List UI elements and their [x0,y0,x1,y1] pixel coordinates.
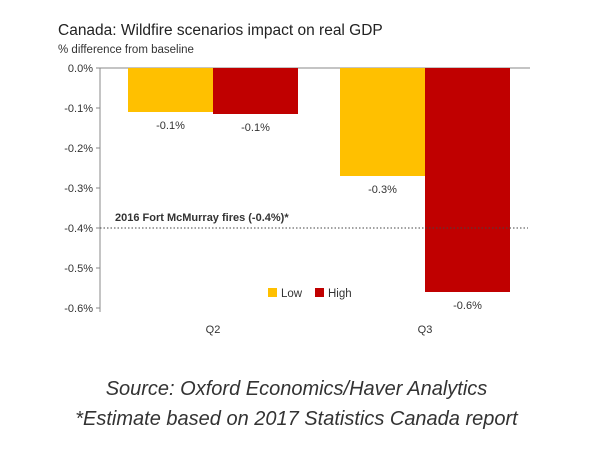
data-label-low-q3: -0.3% [368,184,397,196]
legend-swatch-high [315,288,324,297]
data-label-low-q2: -0.1% [156,120,185,132]
bar-low-q2 [128,68,213,112]
chart-title: Canada: Wildfire scenarios impact on rea… [58,22,383,39]
x-tick-label: Q2 [206,324,221,336]
y-tick-label: -0.5% [64,263,93,275]
bar-chart: 0.0% -0.1% -0.2% -0.3% -0.4% -0.5% -0.6% -0.1% -… [64,63,530,336]
reference-line-label: 2016 Fort McMurray fires (-0.4%)* [115,212,289,224]
footnote: *Estimate based on 2017 Statistics Canad… [75,408,518,430]
y-tick-label: -0.1% [64,103,93,115]
bar-high-q2 [213,68,298,114]
y-tick-label: -0.6% [64,303,93,315]
y-tick-label: 0.0% [68,63,93,75]
bar-high-q3 [425,68,510,292]
legend-label-high: High [328,288,352,300]
x-tick-label: Q3 [418,324,433,336]
data-label-high-q3: -0.6% [453,300,482,312]
data-label-high-q2: -0.1% [241,122,270,134]
legend-swatch-low [268,288,277,297]
y-tick-label: -0.3% [64,183,93,195]
bar-low-q3 [340,68,425,176]
y-tick-label: -0.2% [64,143,93,155]
chart-subtitle: % difference from baseline [58,44,194,56]
source-note: Source: Oxford Economics/Haver Analytics [105,378,488,400]
y-tick-label: -0.4% [64,223,93,235]
legend-label-low: Low [281,288,303,300]
